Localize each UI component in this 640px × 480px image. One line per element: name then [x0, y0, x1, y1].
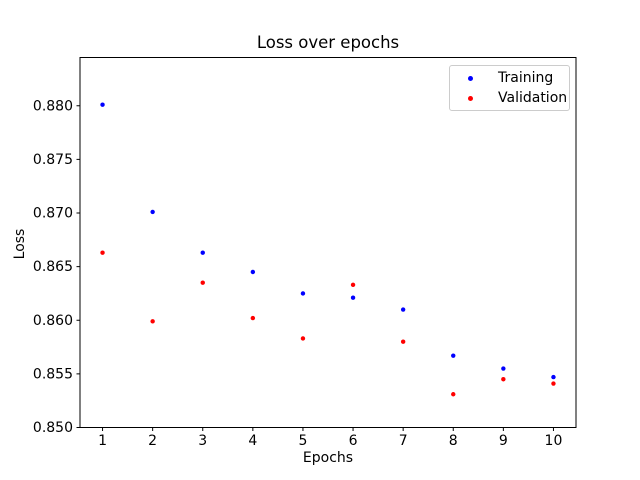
x-tick-label: 6	[349, 433, 358, 449]
training-marker-icon	[468, 75, 473, 81]
data-point-training	[300, 291, 306, 296]
data-point-training	[250, 269, 256, 275]
data-point-training	[451, 353, 456, 358]
x-tick-label: 1	[98, 433, 107, 449]
data-point-training	[551, 374, 556, 380]
legend-label-validation: Validation	[498, 90, 568, 106]
y-tick-label: 0.870	[33, 206, 73, 222]
data-point-training	[400, 307, 406, 312]
y-tick-label: 0.855	[33, 366, 73, 382]
data-point-validation	[300, 336, 306, 341]
y-tick-label: 0.860	[33, 313, 73, 329]
data-point-training	[200, 250, 205, 255]
x-tick-label: 4	[248, 433, 257, 449]
x-tick-label: 9	[499, 433, 508, 449]
data-point-validation	[400, 339, 406, 344]
y-tick-label: 0.850	[33, 420, 73, 436]
x-tick-label: 2	[148, 433, 157, 449]
plot-border	[79, 57, 577, 428]
validation-marker-icon	[468, 95, 473, 101]
data-point-validation	[451, 392, 456, 397]
y-tick-label: 0.865	[33, 259, 73, 275]
data-point-validation	[501, 377, 506, 382]
data-point-validation	[551, 381, 556, 386]
data-point-training	[100, 102, 105, 107]
legend: Training Validation	[449, 65, 570, 111]
data-point-validation	[200, 280, 205, 285]
x-tick-label: 5	[298, 433, 307, 449]
y-axis-label: Loss	[12, 228, 28, 260]
y-tick-label: 0.880	[33, 98, 73, 114]
legend-label-training: Training	[498, 70, 554, 86]
x-axis-label: Epochs	[302, 450, 354, 466]
x-tick-label: 8	[449, 433, 458, 449]
data-point-validation	[250, 315, 256, 321]
x-tick-label: 10	[545, 433, 563, 449]
data-point-training	[150, 209, 155, 215]
data-point-training	[501, 366, 506, 371]
y-tick-label: 0.875	[33, 152, 73, 168]
legend-item-validation: Validation	[450, 88, 569, 108]
x-tick-label: 3	[198, 433, 207, 449]
chart-title: Loss over epochs	[256, 33, 400, 52]
data-point-validation	[150, 319, 155, 324]
legend-item-training: Training	[450, 68, 569, 88]
x-tick-label: 7	[399, 433, 408, 449]
data-point-training	[350, 295, 356, 300]
data-point-validation	[350, 282, 356, 288]
data-point-validation	[100, 250, 105, 255]
